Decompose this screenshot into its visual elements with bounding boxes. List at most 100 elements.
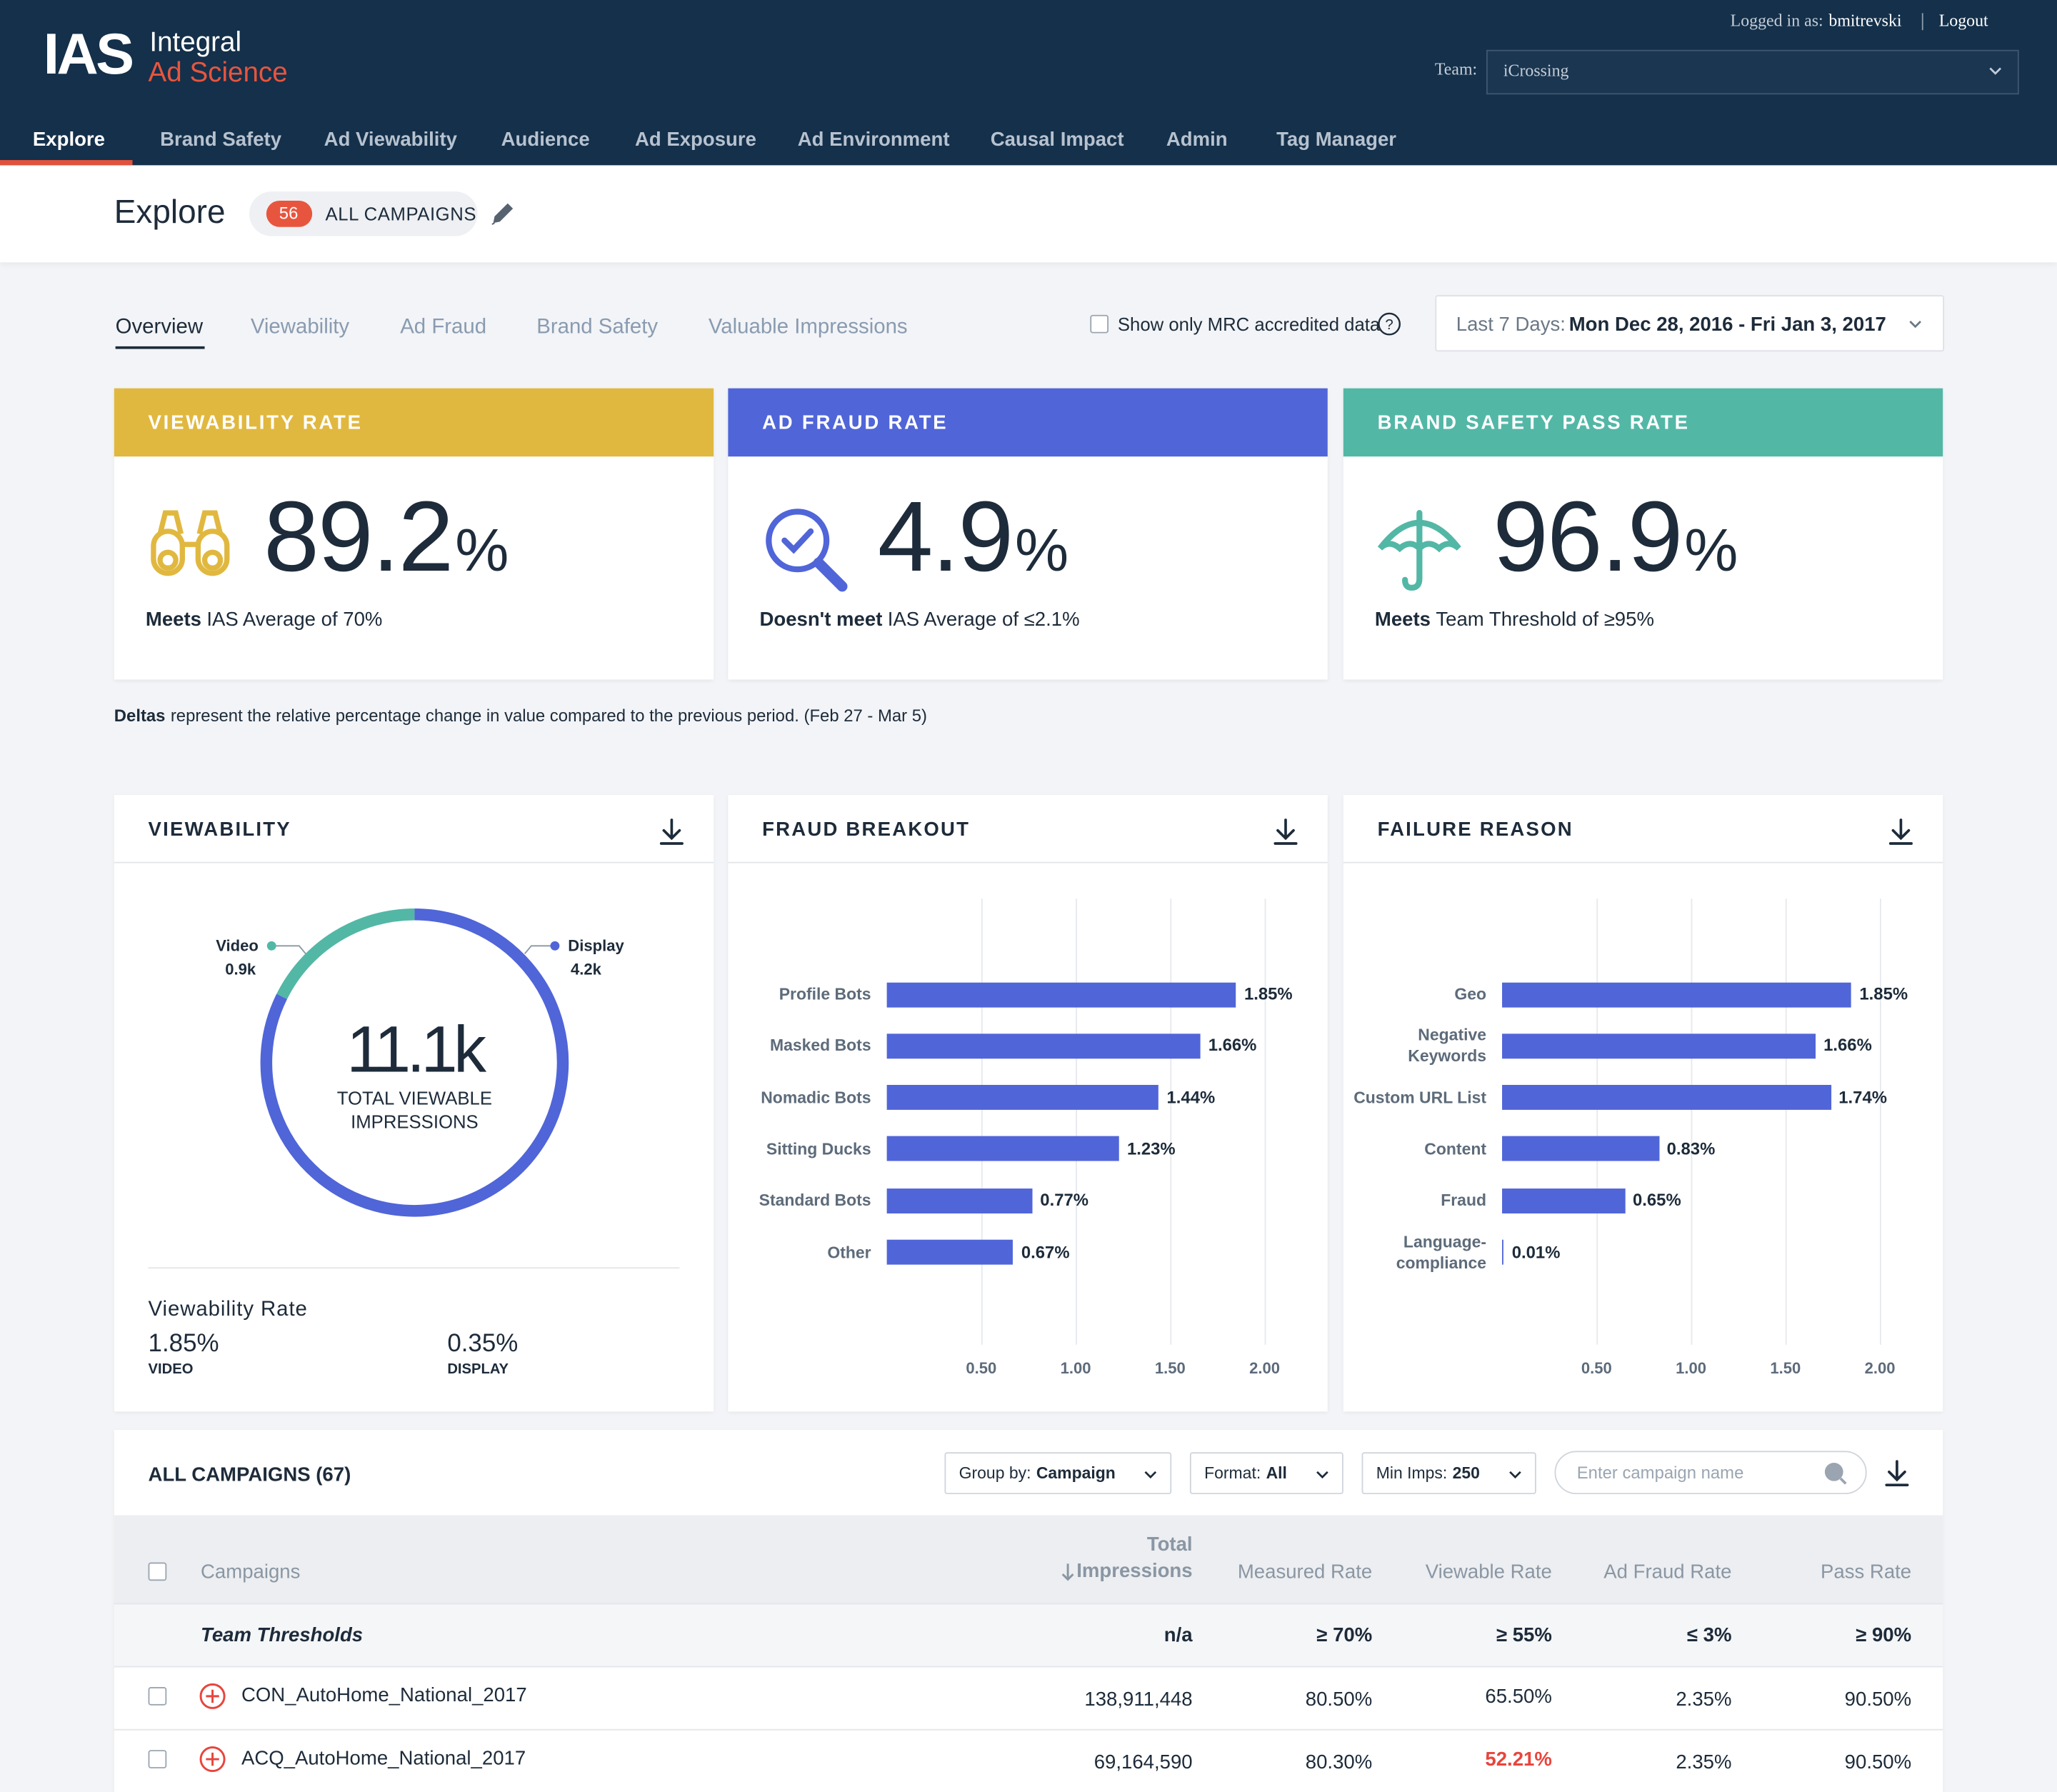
edit-button[interactable] [489, 201, 516, 227]
bar [886, 1188, 1033, 1213]
bar-value-label: 1.44% [1166, 1086, 1216, 1107]
grid-line [981, 898, 983, 1345]
tab[interactable]: Brand Safety [536, 316, 659, 339]
bar [1502, 1033, 1816, 1058]
help-icon: ? [1378, 312, 1401, 336]
nav-item[interactable]: Tag Manager [1276, 128, 1397, 151]
nav-item[interactable]: Audience [501, 128, 590, 151]
nav-item[interactable]: Explore [32, 128, 105, 151]
cell-value: 80.50% [1305, 1687, 1373, 1711]
kpi-note: Team Threshold of ≥95% [1436, 609, 1654, 631]
threshold-value: n/a [1163, 1623, 1193, 1646]
filter-select[interactable]: Group by: Campaign [944, 1452, 1172, 1495]
download-button[interactable] [1885, 1460, 1909, 1487]
kpi-note-row: Meets IAS Average of 70% [146, 609, 383, 631]
tab[interactable]: Overview [115, 316, 204, 339]
column-header[interactable]: Measured Rate [1237, 1560, 1373, 1583]
kpi-note-row: Doesn't meet IAS Average of ≤2.1% [759, 609, 1079, 631]
callout-dot [550, 941, 560, 951]
campaign-name: CON_AutoHome_National_2017 [241, 1683, 527, 1706]
kpi-title: VIEWABILITY RATE [148, 411, 363, 434]
category-label: Masked Bots [769, 1036, 871, 1056]
row-checkbox[interactable] [148, 1750, 167, 1768]
category-label: Sitting Ducks [766, 1139, 871, 1158]
tab[interactable]: Valuable Impressions [708, 316, 908, 339]
tab-active-indicator [115, 346, 205, 349]
team-select[interactable]: iCrossing [1486, 49, 2019, 95]
rate-label: DISPLAY [447, 1361, 509, 1377]
select-all-checkbox[interactable] [148, 1562, 167, 1581]
filter-select[interactable]: Min Imps: 250 [1361, 1452, 1536, 1495]
chevron-icon [1909, 321, 1921, 329]
nav-item[interactable]: Brand Safety [160, 128, 282, 151]
expand-button[interactable] [199, 1683, 226, 1710]
download-button[interactable] [1273, 819, 1298, 845]
column-header[interactable]: Campaigns [201, 1560, 301, 1583]
row-checkbox[interactable] [148, 1687, 167, 1706]
expand-button[interactable] [199, 1746, 226, 1773]
cell-value: 138,911,448 [1084, 1687, 1193, 1711]
column-header[interactable]: Ad Fraud Rate [1603, 1560, 1732, 1583]
date-range-select[interactable]: Last 7 Days: Mon Dec 28, 2016 - Fri Jan 3… [1435, 295, 1945, 352]
mrc-label: Show only MRC accredited data [1117, 313, 1381, 335]
donut-segment [260, 908, 569, 1217]
bar-value-label: 0.01% [1511, 1241, 1561, 1262]
bar [886, 981, 1236, 1007]
chart-header-divider [728, 861, 1328, 864]
table-header-band [114, 1515, 1943, 1603]
column-header[interactable]: Viewable Rate [1425, 1560, 1552, 1583]
column-header[interactable]: Total Impressions [1076, 1533, 1193, 1583]
chevron-icon [1509, 1471, 1521, 1479]
bar-value-label: 0.77% [1040, 1190, 1089, 1210]
bar [1502, 1239, 1504, 1265]
column-header[interactable]: Pass Rate [1821, 1560, 1912, 1583]
grid-line [1691, 898, 1693, 1345]
mrc-checkbox[interactable] [1090, 314, 1109, 334]
user-name: bmitrevski [1828, 10, 1902, 31]
search-input[interactable]: Enter campaign name [1554, 1451, 1867, 1495]
logout-link[interactable]: Logout [1938, 10, 1988, 31]
campaigns-card: ALL CAMPAIGNS (67) Group by: Campaign Forma… [114, 1430, 1943, 1792]
x-tick-label: 0.50 [1581, 1358, 1612, 1377]
kpi-icon [766, 509, 848, 592]
nav-item[interactable]: Causal Impact [990, 128, 1124, 151]
download-button[interactable] [1888, 819, 1913, 845]
bar [1502, 1188, 1625, 1213]
kpi-status: Meets [145, 609, 201, 631]
chevron-icon [1316, 1471, 1328, 1479]
threshold-value: ≥ 90% [1856, 1623, 1912, 1646]
chart-title: FRAUD BREAKOUT [762, 818, 971, 841]
bar-value-label: 1.85% [1243, 983, 1293, 1004]
kpi-header [728, 388, 1328, 457]
nav-item[interactable]: Ad Environment [797, 128, 950, 151]
nav-item[interactable]: Ad Exposure [634, 128, 756, 151]
download-button[interactable] [659, 819, 684, 845]
category-label: Geo [1454, 985, 1487, 1004]
kpi-icon [1377, 510, 1461, 591]
logo-mark: IAS [43, 22, 134, 87]
nav-item[interactable]: Ad Viewability [324, 128, 457, 151]
kpi-header [1343, 388, 1943, 457]
grid-line [1076, 898, 1077, 1345]
filter-text: Group by: Campaign [959, 1464, 1116, 1483]
campaign-count-badge: 56 [266, 201, 313, 227]
tab[interactable]: Ad Fraud [400, 316, 487, 339]
category-label: Standard Bots [759, 1191, 871, 1210]
tab[interactable]: Viewability [250, 316, 350, 339]
kpi-icon [151, 510, 230, 576]
chart-card: FRAUD BREAKOUT 0.50 1.00 1.50 2.00 1.85% Profi… [728, 795, 1328, 1412]
cell-value: 2.35% [1676, 1751, 1732, 1773]
bar [886, 1085, 1159, 1111]
filter-select[interactable]: Format: All [1189, 1452, 1343, 1495]
rate-value: 0.35% [447, 1329, 519, 1358]
bar-value-label: 0.65% [1632, 1190, 1681, 1210]
nav-item[interactable]: Admin [1166, 128, 1228, 151]
kpi-note: IAS Average of ≤2.1% [887, 609, 1080, 631]
campaign-pill: 56 ALL CAMPAIGNS [249, 191, 478, 236]
segment-value: 4.2k [570, 959, 601, 978]
page-header: Explore 56 ALL CAMPAIGNS [0, 165, 2057, 263]
deltas-text: represent the relative percentage change… [170, 706, 928, 726]
cell-value: 52.21% [1485, 1748, 1552, 1771]
kpi-value: 96.9 [1493, 481, 1683, 594]
chevron-icon [1144, 1471, 1157, 1479]
